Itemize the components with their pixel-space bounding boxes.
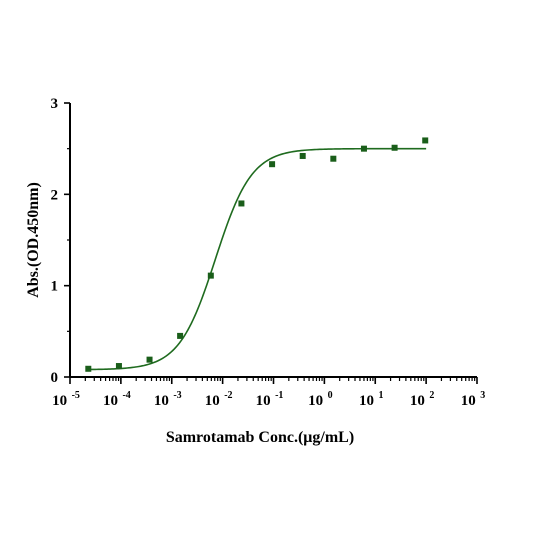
data-point (299, 152, 306, 159)
x-axis: 10 -5 10 -4 10 -3 10 -2 10 -1 10 0 10 1 10 2 10 … (52, 376, 486, 409)
y-tick-label: 2 (51, 187, 59, 203)
x-tick-base: 10 (154, 393, 169, 409)
x-tick-label: 10 0 (308, 390, 333, 409)
x-tick-base: 10 (256, 393, 271, 409)
data-point (422, 137, 429, 144)
x-axis-title: Samrotamab Conc.(μg/mL) (166, 429, 354, 446)
fit-curve (88, 147, 427, 371)
x-tick-exponent: 2 (427, 390, 435, 401)
data-point (391, 144, 398, 151)
x-tick-exponent: -2 (222, 390, 233, 401)
data-point (360, 145, 367, 152)
y-axis: 0 1 2 3 (51, 96, 71, 386)
x-tick-label: 10 3 (461, 390, 486, 409)
x-tick-base: 10 (410, 393, 425, 409)
data-point (207, 272, 214, 279)
x-tick-label: 10 -1 (256, 390, 284, 409)
y-tick-label: 0 (51, 370, 59, 386)
x-tick-exponent: -4 (120, 390, 131, 401)
data-point (330, 155, 337, 162)
x-tick-base: 10 (359, 393, 374, 409)
x-tick-exponent: 3 (478, 390, 486, 401)
x-tick-label: 10 -2 (205, 390, 233, 409)
x-tick-label: 10 1 (359, 390, 384, 409)
x-tick-base: 10 (103, 393, 118, 409)
data-point (115, 363, 122, 370)
data-point (238, 200, 245, 207)
data-point (269, 161, 276, 168)
data-point (146, 356, 153, 363)
x-tick-base: 10 (52, 393, 67, 409)
x-tick-label: 10 -4 (103, 390, 131, 409)
x-tick-base: 10 (308, 393, 323, 409)
x-tick-exponent: -3 (171, 390, 182, 401)
x-tick-exponent: 1 (376, 390, 384, 401)
y-tick-label: 3 (51, 96, 59, 112)
x-tick-exponent: -1 (273, 390, 284, 401)
x-tick-exponent: 0 (325, 390, 333, 401)
x-tick-base: 10 (461, 393, 476, 409)
x-tick-label: 10 2 (410, 390, 435, 409)
x-tick-label: 10 -3 (154, 390, 182, 409)
y-axis-title: Abs.(OD.450nm) (25, 182, 42, 298)
data-point (85, 365, 92, 372)
data-point (177, 332, 184, 339)
x-tick-base: 10 (205, 393, 220, 409)
x-tick-exponent: -5 (69, 390, 80, 401)
data-points (85, 137, 429, 372)
x-tick-label: 10 -5 (52, 390, 80, 409)
y-tick-label: 1 (51, 279, 59, 295)
